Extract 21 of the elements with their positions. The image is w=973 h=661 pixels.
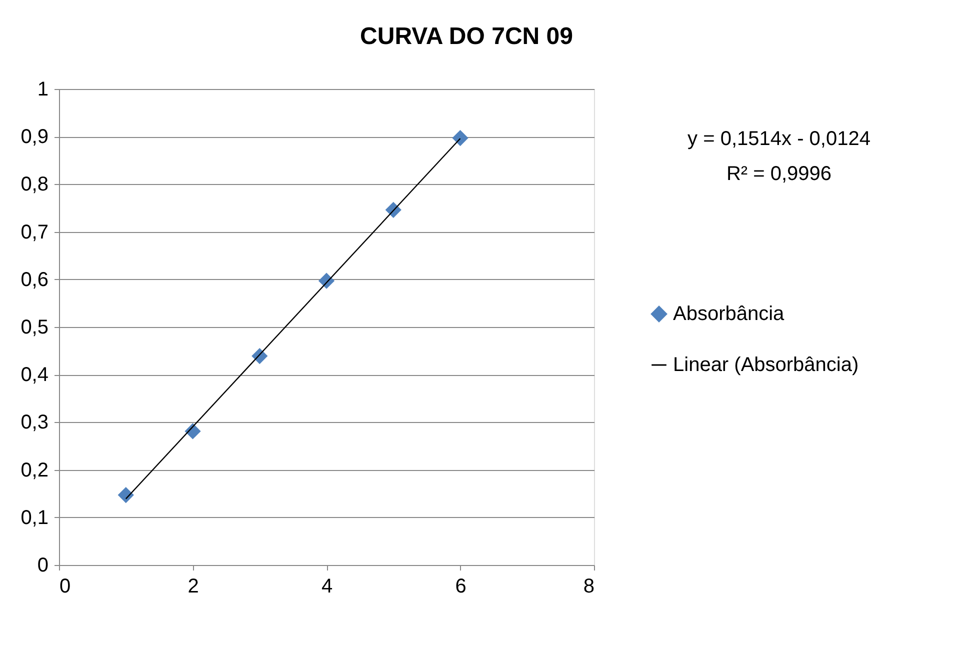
y-tick-label: 0,5 — [20, 316, 48, 338]
y-tick-label: 0,4 — [20, 364, 48, 386]
x-tick-label: 6 — [455, 576, 466, 598]
legend-label: Linear (Absorbância) — [673, 354, 859, 376]
chart-title: CURVA DO 7CN 09 — [360, 23, 573, 50]
text: y = 0,1514x - 0,0124 — [688, 128, 870, 150]
y-tick-label: 1 — [37, 78, 48, 100]
x-tick-label: 4 — [321, 576, 333, 598]
y-tick-label: 0,8 — [20, 174, 48, 196]
y-tick-label: 0,7 — [20, 221, 48, 244]
y-tick-label: 0,6 — [20, 268, 48, 291]
x-tick-label: 8 — [583, 576, 594, 598]
text: R² = 0,9996 — [726, 163, 832, 185]
legend-label: Absorbância — [673, 303, 786, 325]
x-tick-label: 2 — [188, 576, 199, 598]
y-tick-label: 0,9 — [20, 126, 48, 148]
y-tick-label: 0,3 — [20, 412, 48, 434]
y-tick-label: 0 — [37, 554, 48, 576]
y-tick-label: 0,1 — [20, 506, 48, 529]
x-tick-label: 0 — [60, 576, 71, 598]
y-tick-label: 0,2 — [20, 459, 48, 482]
